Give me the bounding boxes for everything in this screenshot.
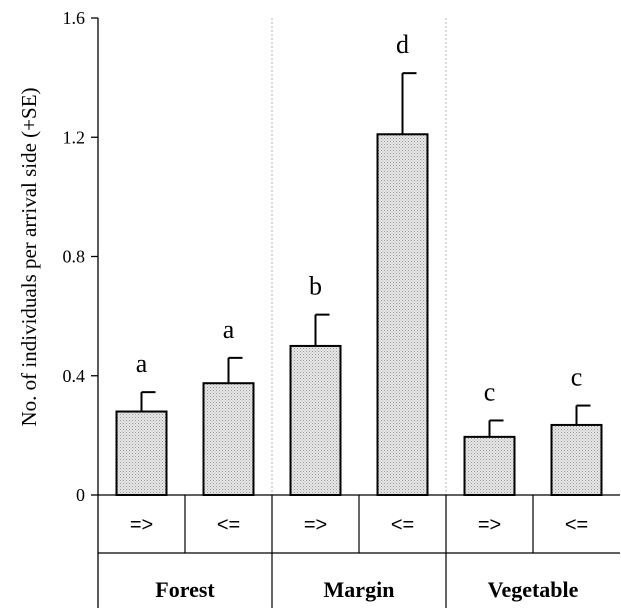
group-separators bbox=[98, 18, 620, 608]
group-label-1: Margin bbox=[324, 577, 395, 602]
bar-2 bbox=[289, 344, 342, 496]
bar-3 bbox=[376, 133, 429, 497]
category-label-1: <= bbox=[217, 514, 240, 536]
bars: a a b d c c bbox=[115, 30, 603, 497]
y-tick-label-1: 0.4 bbox=[63, 366, 86, 386]
bar-5 bbox=[550, 423, 603, 496]
group-label-0: Forest bbox=[155, 577, 215, 602]
group-label-2: Vegetable bbox=[488, 577, 579, 602]
y-axis: 0 0.4 0.8 1.2 1.6 bbox=[63, 8, 620, 608]
category-label-4: => bbox=[478, 514, 501, 536]
bar-4 bbox=[463, 435, 516, 497]
significance-letter-1: a bbox=[223, 315, 235, 344]
y-tick-label-3: 1.2 bbox=[63, 127, 86, 147]
significance-letter-5: c bbox=[571, 363, 583, 392]
significance-letter-4: c bbox=[484, 377, 496, 406]
bar-1 bbox=[202, 382, 255, 496]
significance-letter-0: a bbox=[136, 349, 148, 378]
category-label-0: => bbox=[130, 514, 153, 536]
category-label-5: <= bbox=[565, 514, 588, 536]
bar-0 bbox=[115, 410, 168, 496]
y-axis-title: No. of individuals per arrival side (+SE… bbox=[17, 87, 41, 426]
significance-letter-3: d bbox=[396, 30, 409, 59]
category-labels: => <= => <= => <= Forest Margin Vegetable bbox=[130, 514, 588, 602]
significance-letter-2: b bbox=[309, 272, 322, 301]
category-label-3: <= bbox=[391, 514, 414, 536]
y-tick-label-0: 0 bbox=[76, 485, 85, 505]
category-label-2: => bbox=[304, 514, 327, 536]
y-tick-label-2: 0.8 bbox=[63, 247, 86, 267]
y-tick-label-4: 1.6 bbox=[63, 8, 86, 28]
